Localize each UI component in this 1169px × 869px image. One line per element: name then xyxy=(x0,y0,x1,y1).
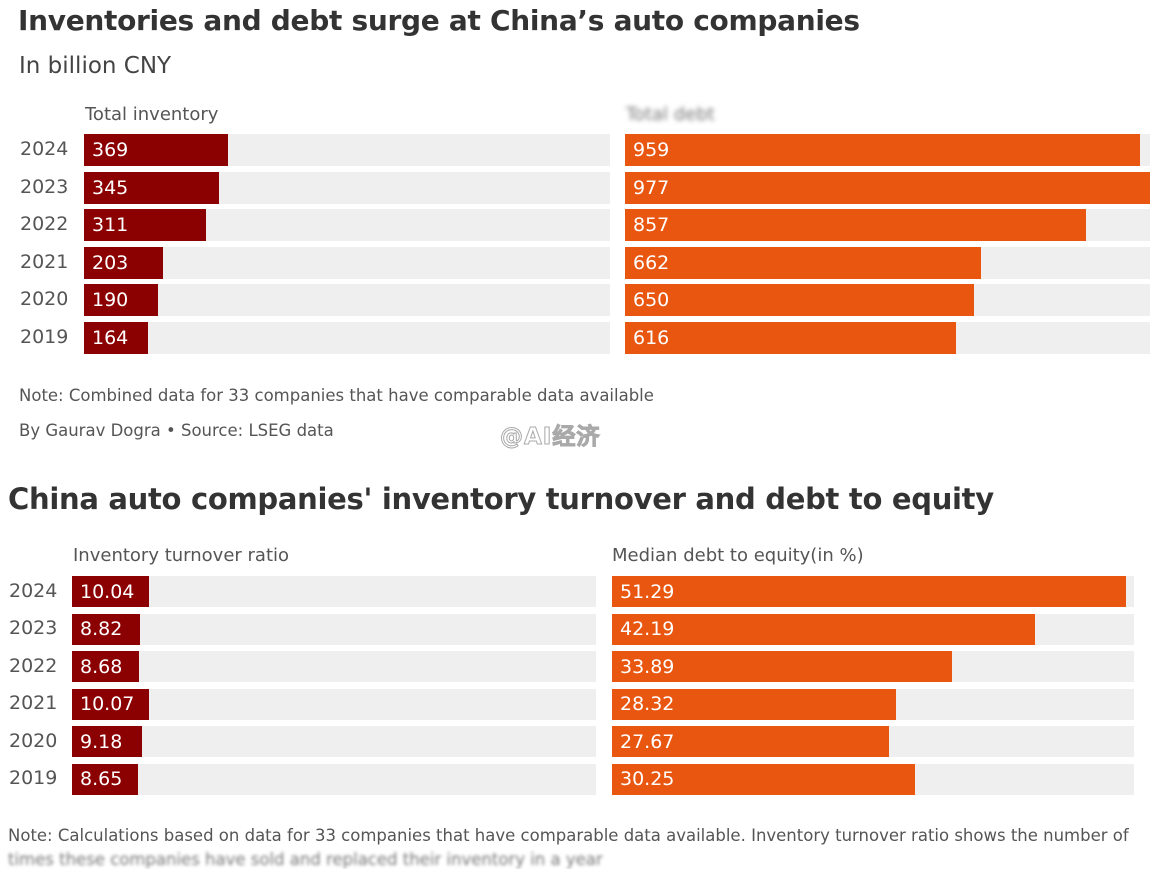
bar: 33.89 xyxy=(612,651,952,682)
bar-value: 10.04 xyxy=(80,580,135,603)
bar: 10.07 xyxy=(72,688,150,720)
bar-value: 345 xyxy=(92,176,129,199)
bar-value: 369 xyxy=(92,139,129,161)
panel-label-1: Median debt to equity(in %) xyxy=(612,545,864,566)
chart1-title: Inventories and debt surge at China’s au… xyxy=(18,4,860,37)
bar: 164 xyxy=(84,321,149,354)
bar: 10.04 xyxy=(72,576,150,607)
bar: 27.67 xyxy=(612,726,890,757)
bar: 662 xyxy=(625,246,981,279)
bar: 8.82 xyxy=(72,613,140,645)
bar: 42.19 xyxy=(612,613,1035,645)
bar-value: 959 xyxy=(633,139,670,161)
chart1-byline: By Gaurav Dogra • Source: LSEG data xyxy=(19,421,334,440)
bar-value: 977 xyxy=(633,176,670,199)
bar-value: 33.89 xyxy=(620,655,675,678)
bar-track: 345 xyxy=(84,171,610,204)
bar-track: 616 xyxy=(625,321,1150,354)
bar-track: 311 xyxy=(84,209,610,241)
bar-track: 28.32 xyxy=(612,688,1134,720)
bar-value: 8.65 xyxy=(80,768,123,790)
bar: 977 xyxy=(625,171,1150,204)
bar-track: 8.68 xyxy=(72,651,596,682)
bar-value: 164 xyxy=(92,326,129,349)
year-label: 2020 xyxy=(9,729,58,752)
bar-track: 51.29 xyxy=(612,576,1134,607)
year-label: 2022 xyxy=(20,213,69,235)
panel-label-1: Total debt xyxy=(626,104,715,125)
year-label: 2020 xyxy=(20,288,69,310)
chart2-title: China auto companies' inventory turnover… xyxy=(8,482,994,516)
chart1-subtitle: In billion CNY xyxy=(19,53,172,79)
year-label: 2024 xyxy=(20,138,69,160)
bar-value: 311 xyxy=(92,214,129,236)
bar-value: 8.68 xyxy=(80,655,123,678)
bar-track: 203 xyxy=(84,246,610,279)
panel-label-0: Inventory turnover ratio xyxy=(73,545,290,566)
bar: 369 xyxy=(84,134,229,166)
bar-track: 369 xyxy=(84,134,610,166)
bar-track: 8.82 xyxy=(72,613,596,645)
panel-label-0: Total inventory xyxy=(85,104,219,125)
bar: 203 xyxy=(84,246,164,279)
bar-track: 977 xyxy=(625,171,1150,204)
bar-value: 27.67 xyxy=(620,730,675,753)
year-label: 2019 xyxy=(20,325,69,348)
bar-value: 10.07 xyxy=(80,693,135,715)
year-label: 2023 xyxy=(9,617,58,639)
bar-track: 857 xyxy=(625,209,1150,241)
year-label: 2022 xyxy=(9,654,58,677)
bar-track: 190 xyxy=(84,284,610,316)
bar: 8.68 xyxy=(72,651,139,682)
bar-value: 30.25 xyxy=(620,768,675,790)
bar-value: 8.82 xyxy=(80,618,123,640)
bar: 51.29 xyxy=(612,576,1126,607)
bar: 30.25 xyxy=(612,763,916,795)
bar-value: 28.32 xyxy=(620,693,675,715)
bar-value: 9.18 xyxy=(80,730,123,753)
bar: 959 xyxy=(625,134,1141,166)
year-label: 2023 xyxy=(20,175,69,198)
bar-track: 8.65 xyxy=(72,763,596,795)
bar: 650 xyxy=(625,284,975,316)
chart1-note: Note: Combined data for 33 companies tha… xyxy=(19,386,654,405)
year-label: 2021 xyxy=(20,250,69,273)
bar-track: 27.67 xyxy=(612,726,1134,757)
bar-value: 190 xyxy=(92,289,129,311)
chart2-note-cut: times these companies have sold and repl… xyxy=(8,850,603,869)
bar-value: 662 xyxy=(633,251,670,274)
year-label: 2024 xyxy=(9,579,58,602)
bar-track: 9.18 xyxy=(72,726,596,757)
bar-track: 164 xyxy=(84,321,610,354)
bar: 616 xyxy=(625,321,956,354)
year-label: 2019 xyxy=(9,767,58,789)
bar-value: 51.29 xyxy=(620,580,675,603)
bar-track: 33.89 xyxy=(612,651,1134,682)
bar: 311 xyxy=(84,209,206,241)
bar-value: 650 xyxy=(633,289,670,311)
chart2-note: Note: Calculations based on data for 33 … xyxy=(8,826,1129,845)
bar-track: 10.07 xyxy=(72,688,596,720)
bar-track: 42.19 xyxy=(612,613,1134,645)
bar: 345 xyxy=(84,171,219,204)
bar-track: 10.04 xyxy=(72,576,596,607)
year-label: 2021 xyxy=(9,692,58,714)
bar-track: 662 xyxy=(625,246,1150,279)
bar: 857 xyxy=(625,209,1086,241)
bar-track: 650 xyxy=(625,284,1150,316)
watermark: @AI经济 xyxy=(499,424,601,451)
bar: 8.65 xyxy=(72,763,139,795)
bar: 9.18 xyxy=(72,726,143,757)
bar: 190 xyxy=(84,284,159,316)
bar-value: 857 xyxy=(633,214,670,236)
bar-track: 30.25 xyxy=(612,763,1134,795)
bar-value: 203 xyxy=(92,251,129,274)
bar-track: 959 xyxy=(625,134,1150,166)
bar-value: 42.19 xyxy=(620,618,675,640)
bar: 28.32 xyxy=(612,688,896,720)
bar-value: 616 xyxy=(633,326,670,349)
